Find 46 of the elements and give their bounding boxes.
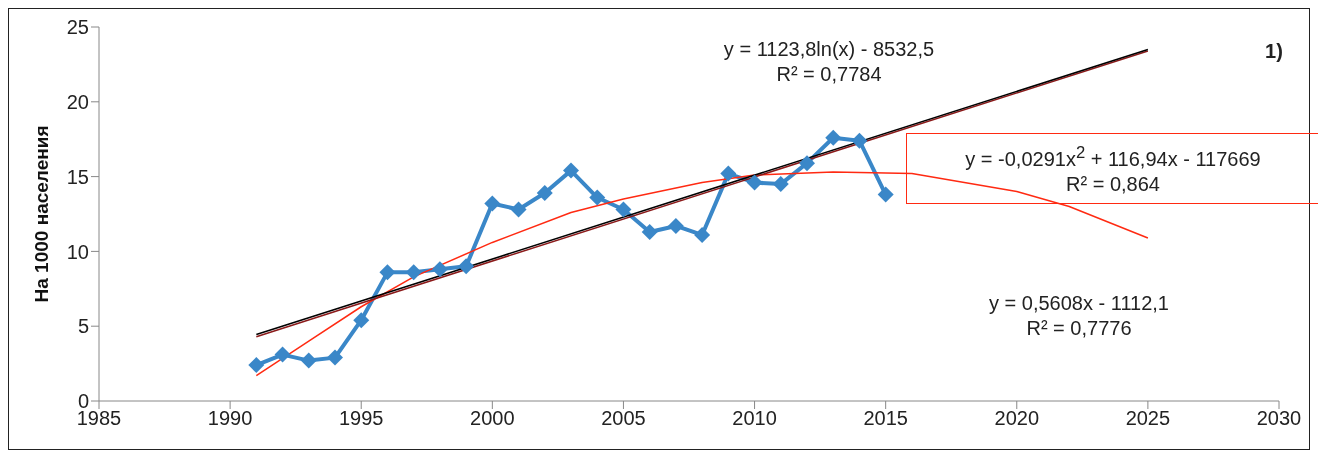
x-tick-label: 1985 bbox=[76, 407, 122, 430]
x-tick-label: 2000 bbox=[470, 407, 515, 430]
point bbox=[248, 357, 265, 374]
point bbox=[484, 195, 501, 212]
x-tick-label: 2005 bbox=[601, 407, 646, 430]
point bbox=[458, 258, 475, 275]
point bbox=[274, 346, 291, 363]
point bbox=[746, 174, 763, 191]
x-tick-label: 2030 bbox=[1256, 407, 1302, 430]
x-tick-label: 2020 bbox=[994, 407, 1040, 430]
x-tick-label: 1990 bbox=[207, 407, 253, 430]
annotation: y = -0,0291x$^{2}$ + 116,94x - 117669 R² = 0,864 bbox=[964, 142, 1262, 197]
y-tick-label: 25 bbox=[66, 16, 89, 39]
y-tick-label: 10 bbox=[66, 240, 89, 263]
point bbox=[772, 176, 789, 193]
point bbox=[353, 312, 370, 329]
x-tick-label: 1995 bbox=[338, 407, 384, 430]
point bbox=[300, 352, 317, 369]
y-tick-label: 5 bbox=[77, 315, 89, 338]
annotation: y = 0,5608x - 1112,1 R² = 0,7776 bbox=[988, 291, 1170, 341]
point bbox=[431, 261, 448, 278]
y-axis-title: На 1000 населения bbox=[30, 125, 52, 303]
annotation: y = 1123,8ln(x) - 8532,5 R² = 0,7784 bbox=[722, 37, 936, 87]
x-tick-label: 2010 bbox=[732, 407, 777, 430]
text-frame: y = -0,0291x$^{2}$ + 116,94x - 117669 R² = 0,864 bbox=[906, 133, 1318, 204]
point bbox=[667, 217, 684, 234]
point bbox=[536, 185, 553, 202]
point bbox=[405, 264, 422, 281]
point bbox=[510, 201, 527, 218]
point bbox=[694, 226, 711, 243]
x-tick-label: 2015 bbox=[863, 407, 908, 430]
point bbox=[327, 349, 343, 366]
point bbox=[379, 264, 396, 281]
point bbox=[799, 155, 815, 172]
point bbox=[563, 162, 579, 179]
point bbox=[615, 201, 632, 218]
annotation: 1) bbox=[1264, 39, 1284, 64]
point bbox=[589, 189, 606, 206]
point bbox=[825, 129, 842, 146]
point bbox=[851, 132, 868, 149]
point bbox=[641, 223, 658, 240]
point bbox=[877, 186, 894, 203]
y-tick-label: 15 bbox=[66, 165, 89, 188]
x-tick-label: 2025 bbox=[1125, 407, 1171, 430]
y-tick-label: 20 bbox=[66, 90, 89, 113]
point bbox=[720, 165, 737, 182]
